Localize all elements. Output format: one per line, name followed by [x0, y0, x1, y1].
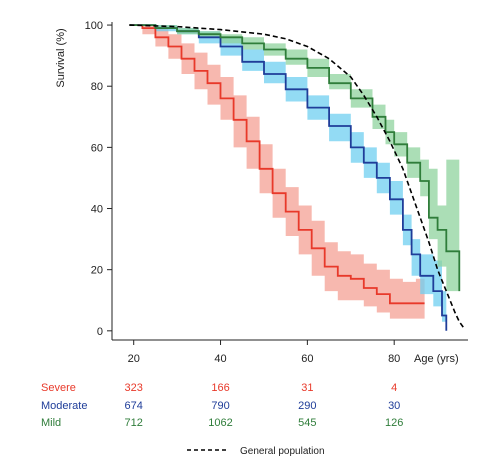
risk-count-moderate: 30 — [388, 400, 400, 412]
x-ticks: 20 40 60 80 — [128, 340, 400, 365]
risk-count-severe: 4 — [391, 382, 397, 394]
severe-survival-line — [129, 24, 425, 305]
risk-count-mild: 712 — [125, 417, 143, 429]
risk-table: Severe 323 166 31 4 Moderate 674 790 290 30 Mild 71… — [41, 382, 403, 429]
risk-count-mild: 545 — [298, 417, 316, 429]
risk-count-mild: 126 — [385, 417, 403, 429]
population-survival-line — [129, 24, 465, 329]
x-tick-label: 20 — [128, 353, 140, 365]
y-tick-label: 80 — [91, 81, 103, 93]
legend: General population — [187, 446, 325, 457]
y-tick-label: 0 — [97, 326, 103, 338]
severe-ci-band — [129, 25, 425, 319]
y-axis-label: Survival (%) — [55, 28, 67, 87]
x-tick-label: 80 — [388, 353, 400, 365]
risk-count-severe: 323 — [125, 382, 143, 394]
mild-survival-line — [129, 24, 461, 292]
risk-row-label-mild: Mild — [41, 417, 61, 429]
y-tick-label: 100 — [85, 20, 103, 32]
y-tick-label: 40 — [91, 204, 103, 216]
x-tick-label: 40 — [214, 353, 226, 365]
risk-count-severe: 166 — [211, 382, 229, 394]
legend-population-label: General population — [240, 446, 325, 457]
x-tick-label: 60 — [301, 353, 313, 365]
risk-row-label-severe: Severe — [41, 382, 76, 394]
y-tick-label: 60 — [91, 142, 103, 154]
confidence-bands — [129, 25, 460, 331]
risk-count-severe: 31 — [301, 382, 313, 394]
y-ticks: 0 20 40 60 80 100 — [85, 20, 112, 338]
series-lines — [129, 24, 465, 331]
risk-count-moderate: 790 — [211, 400, 229, 412]
mild-ci-band — [129, 25, 460, 322]
y-tick-label: 20 — [91, 265, 103, 277]
x-axis-label: Age (yrs) — [414, 353, 459, 365]
risk-count-moderate: 290 — [298, 400, 316, 412]
risk-count-mild: 1062 — [208, 417, 232, 429]
axes — [111, 22, 468, 341]
moderate-survival-line — [129, 24, 448, 331]
risk-row-label-moderate: Moderate — [41, 400, 87, 412]
risk-count-moderate: 674 — [125, 400, 143, 412]
